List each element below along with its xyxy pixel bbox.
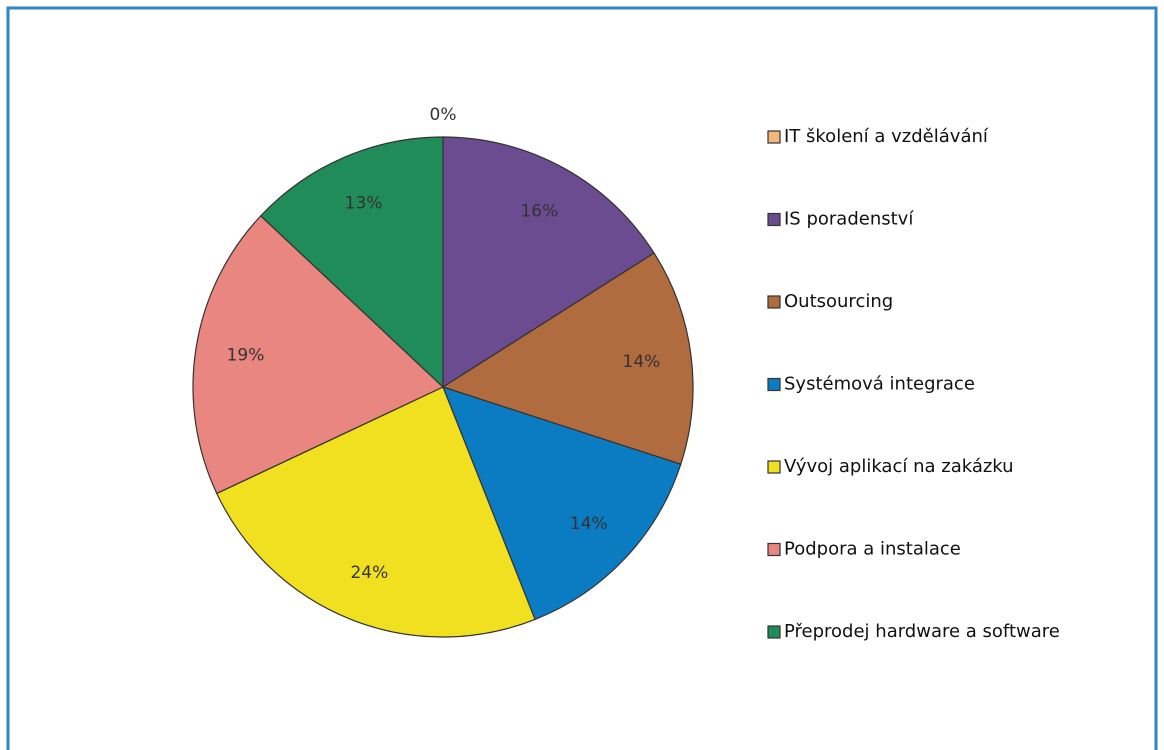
legend-label: Vývoj aplikací na zakázku (784, 456, 1014, 477)
legend-label: Systémová integrace (784, 374, 975, 395)
legend-label: IS poradenství (784, 209, 914, 230)
legend-swatch (767, 130, 781, 144)
data-label: 14% (623, 352, 661, 372)
pie-slice (441, 252, 694, 466)
pie-slice (259, 136, 444, 389)
legend-label: Přeprodej hardware a software (784, 621, 1060, 642)
legend-swatch (767, 542, 781, 557)
legend-swatch (767, 460, 781, 474)
legend-label: Outsourcing (784, 291, 893, 312)
legend-swatch (767, 295, 781, 309)
legend-label: Podpora a instalace (784, 539, 961, 560)
pie-slice (215, 386, 536, 638)
data-label: 13% (345, 193, 383, 213)
data-label: 19% (227, 346, 265, 366)
legend-label: IT školení a vzdělávání (784, 126, 989, 147)
legend-swatch (767, 377, 781, 392)
legend-swatch (767, 212, 781, 227)
data-label: 14% (570, 514, 608, 534)
data-label: 16% (520, 202, 558, 222)
legend-swatch (767, 625, 781, 639)
pie-slice (441, 386, 682, 621)
frame (6, 6, 1158, 750)
pie-slice (192, 215, 445, 495)
data-label: 0% (430, 105, 457, 125)
pie-slice (442, 136, 655, 389)
data-label: 24% (350, 563, 388, 583)
